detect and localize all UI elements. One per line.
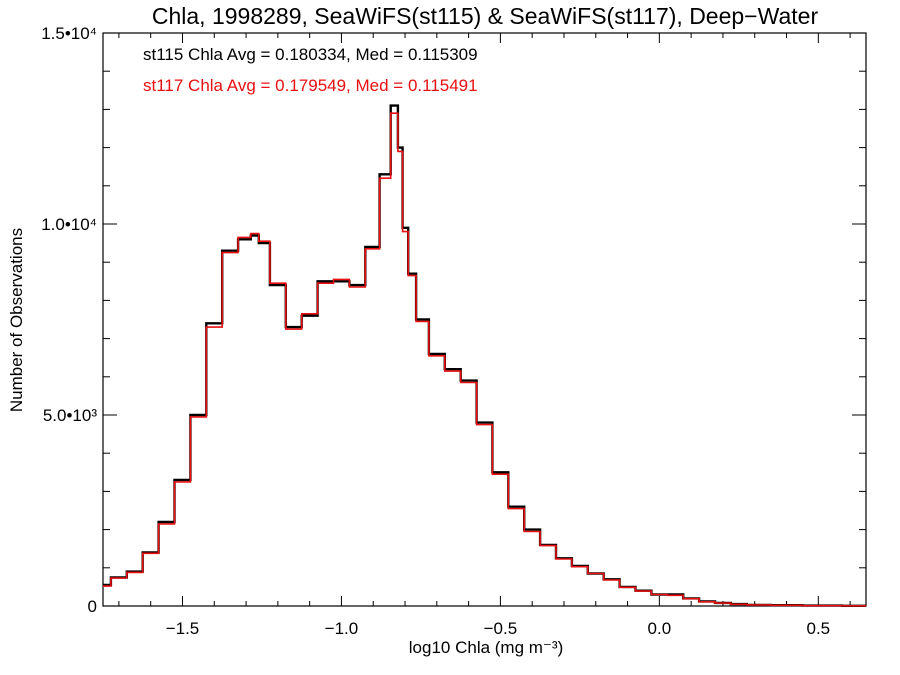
x-tick-label: −1.0 xyxy=(325,619,359,638)
x-tick-label: −1.5 xyxy=(166,619,200,638)
legend-st115: st115 Chla Avg = 0.180334, Med = 0.11530… xyxy=(143,45,478,64)
series-lines xyxy=(103,104,866,607)
axis-ticks xyxy=(103,32,866,607)
x-tick-label: 0.0 xyxy=(648,619,672,638)
y-axis-label: Number of Observations xyxy=(7,228,26,412)
y-tick-label: 1.0•10⁴ xyxy=(41,215,97,234)
plot-frame xyxy=(102,32,867,607)
y-tick-label: 1.5•10⁴ xyxy=(41,24,97,43)
x-tick-label: −0.5 xyxy=(484,619,518,638)
legend: st115 Chla Avg = 0.180334, Med = 0.11530… xyxy=(143,45,478,95)
y-tick-label: 5.0•10³ xyxy=(43,406,97,425)
y-tick-label: 0 xyxy=(88,597,97,616)
series-st117-line xyxy=(103,112,866,607)
chart-title: Chla, 1998289, SeaWiFS(st115) & SeaWiFS(… xyxy=(152,3,819,29)
tick-labels: −1.5 −1.0 −0.5 0.0 0.5 0 5.0•10³ 1.0•10⁴ 1.5•10⁴ xyxy=(41,24,830,638)
legend-st117: st117 Chla Avg = 0.179549, Med = 0.11549… xyxy=(143,76,478,95)
x-axis-label: log10 Chla (mg m⁻³) xyxy=(409,638,563,657)
series-st115-line xyxy=(103,104,866,607)
x-tick-label: 0.5 xyxy=(806,619,830,638)
